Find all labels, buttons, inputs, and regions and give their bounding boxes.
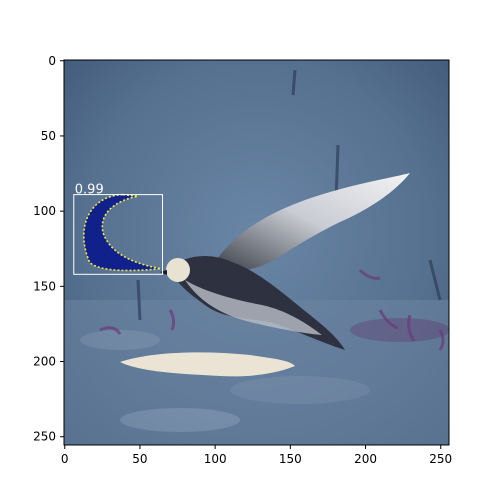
- x-tick-label: 50: [132, 452, 147, 466]
- plot-frame: [63, 59, 450, 446]
- detections: 0.99: [73, 183, 164, 275]
- bird: [160, 173, 410, 350]
- detection-box: [73, 194, 164, 275]
- bird-head: [166, 258, 190, 282]
- ground-patch: [120, 352, 295, 377]
- y-axis: 0 50 100 150 200 250: [33, 54, 64, 444]
- y-tick-label: 50: [41, 129, 56, 143]
- x-tick-label: 250: [429, 452, 452, 466]
- bird-beak: [160, 270, 167, 275]
- x-axis: 0 50 100 150 200 250: [61, 445, 452, 466]
- detection-mask-outline: [83, 193, 161, 272]
- y-tick-label: 150: [33, 279, 56, 293]
- x-tick-label: 150: [279, 452, 302, 466]
- image-panel: 0.99: [64, 60, 449, 445]
- y-tick-label: 200: [33, 355, 56, 369]
- x-tick-label: 100: [204, 452, 227, 466]
- x-tick-label: 200: [354, 452, 377, 466]
- y-tick-label: 0: [48, 54, 56, 68]
- detection-mask: [83, 194, 161, 271]
- y-tick-label: 250: [33, 430, 56, 444]
- bird-wing: [215, 173, 410, 271]
- y-tick-label: 100: [33, 204, 56, 218]
- purple-weeds: [99, 268, 445, 351]
- detection-score-label: 0.99: [75, 183, 104, 198]
- bird-underside: [185, 280, 322, 335]
- x-tick-label: 0: [61, 452, 69, 466]
